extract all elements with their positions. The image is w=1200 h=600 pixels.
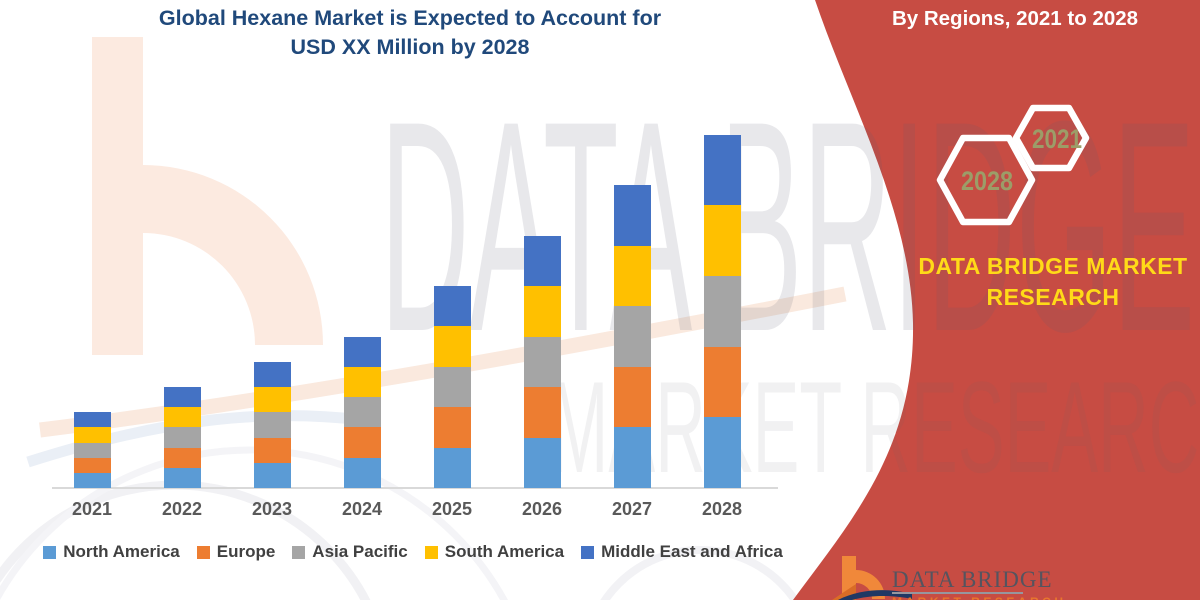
x-axis-label-2028: 2028	[701, 499, 743, 519]
bar-segment-north-america-2023	[253, 462, 291, 488]
bar-segment-europe-2024	[343, 427, 381, 458]
bar-segment-north-america-2022	[163, 467, 201, 488]
bar-segment-asia-pacific-2023	[253, 412, 291, 438]
bar-2026	[523, 235, 561, 488]
bar-segment-south-america-2025	[433, 326, 471, 367]
x-axis-label-2023: 2023	[251, 499, 293, 519]
bar-segment-south-america-2023	[253, 387, 291, 413]
x-axis-label-2025: 2025	[431, 499, 473, 519]
brand-text-line2: RESEARCH	[986, 284, 1120, 310]
bar-segment-north-america-2028	[703, 417, 741, 488]
bar-segment-asia-pacific-2027	[613, 306, 651, 367]
bar-2022	[163, 387, 201, 488]
chart-legend: North America Europe Asia Pacific South Ame…	[30, 541, 796, 563]
bar-segment-asia-pacific-2025	[433, 366, 471, 408]
legend-label-south-america: South America	[444, 542, 565, 561]
bar-2021	[73, 412, 111, 488]
legend-swatch-asia-pacific	[292, 545, 306, 559]
bar-segment-europe-2028	[703, 346, 741, 418]
bar-segment-europe-2023	[253, 437, 291, 463]
bar-segment-middle-east-and-africa-2025	[433, 286, 471, 327]
bar-segment-south-america-2024	[343, 366, 381, 398]
x-axis-label-2027: 2027	[611, 499, 653, 519]
bar-segment-north-america-2026	[523, 437, 561, 488]
footer-logo-subbrand: MARKET RESEARCH	[892, 595, 1112, 600]
bar-segment-middle-east-and-africa-2028	[703, 134, 741, 206]
x-axis-line	[52, 487, 778, 489]
bar-segment-south-america-2027	[613, 245, 651, 307]
legend-item-south-america: South America	[424, 542, 565, 562]
legend-item-europe: Europe	[196, 542, 276, 562]
chart-title-line1: Global Hexane Market is Expected to Acco…	[158, 6, 662, 30]
legend-label-middle-east-and-africa: Middle East and Africa	[601, 542, 783, 561]
bar-segment-south-america-2022	[163, 407, 201, 428]
legend-swatch-europe	[196, 545, 210, 559]
bar-2025	[433, 286, 471, 488]
bar-segment-north-america-2025	[433, 447, 471, 488]
bar-segment-south-america-2028	[703, 205, 741, 276]
bar-segment-middle-east-and-africa-2021	[73, 412, 111, 428]
bar-segment-south-america-2021	[73, 427, 111, 443]
bar-segment-north-america-2021	[73, 472, 111, 488]
bar-segment-middle-east-and-africa-2024	[343, 336, 381, 367]
bar-segment-middle-east-and-africa-2022	[163, 387, 201, 408]
x-axis-label-2024: 2024	[341, 499, 383, 519]
chart-title: Global Hexane Market is Expected to Acco…	[100, 4, 720, 62]
bar-2024	[343, 336, 381, 488]
bar-segment-europe-2027	[613, 366, 651, 428]
banner-heading: By Regions, 2021 to 2028	[891, 7, 1139, 30]
bar-segment-asia-pacific-2021	[73, 442, 111, 458]
brand-text-line1: DATA BRIDGE MARKET	[918, 253, 1188, 279]
bar-segment-middle-east-and-africa-2026	[523, 235, 561, 286]
x-axis-label-2021: 2021	[71, 499, 113, 519]
bar-segment-north-america-2027	[613, 427, 651, 488]
bar-segment-asia-pacific-2022	[163, 427, 201, 448]
bar-segment-middle-east-and-africa-2027	[613, 185, 651, 246]
bar-segment-south-america-2026	[523, 286, 561, 337]
legend-item-asia-pacific: Asia Pacific	[292, 542, 408, 562]
bar-segment-asia-pacific-2028	[703, 275, 741, 347]
legend-swatch-south-america	[424, 545, 438, 559]
bar-segment-asia-pacific-2026	[523, 336, 561, 387]
bar-segment-europe-2022	[163, 447, 201, 468]
x-axis-label-2022: 2022	[161, 499, 203, 519]
bar-2023	[253, 361, 291, 488]
brand-text: DATA BRIDGE MARKET RESEARCH	[885, 251, 1200, 313]
bar-2028	[703, 134, 741, 488]
bar-segment-middle-east-and-africa-2023	[253, 361, 291, 387]
legend-label-europe: Europe	[216, 542, 276, 561]
bar-segment-europe-2021	[73, 457, 111, 473]
bar-segment-europe-2026	[523, 387, 561, 438]
bar-2027	[613, 185, 651, 488]
x-axis-label-2026: 2026	[521, 499, 563, 519]
legend-swatch-north-america	[43, 545, 57, 559]
bar-segment-north-america-2024	[343, 457, 381, 488]
legend-item-north-america: North America	[43, 542, 180, 562]
footer-logo-brand: DATA BRIDGE	[892, 567, 1053, 592]
legend-label-asia-pacific: Asia Pacific	[312, 542, 408, 561]
legend-swatch-middle-east-and-africa	[581, 545, 595, 559]
footer-logo-underline	[892, 592, 1023, 594]
chart-title-line2: USD XX Million by 2028	[290, 35, 530, 59]
bar-segment-europe-2025	[433, 407, 471, 448]
legend-item-middle-east-and-africa: Middle East and Africa	[581, 542, 783, 562]
bar-segment-asia-pacific-2024	[343, 397, 381, 428]
legend-label-north-america: North America	[63, 542, 180, 561]
